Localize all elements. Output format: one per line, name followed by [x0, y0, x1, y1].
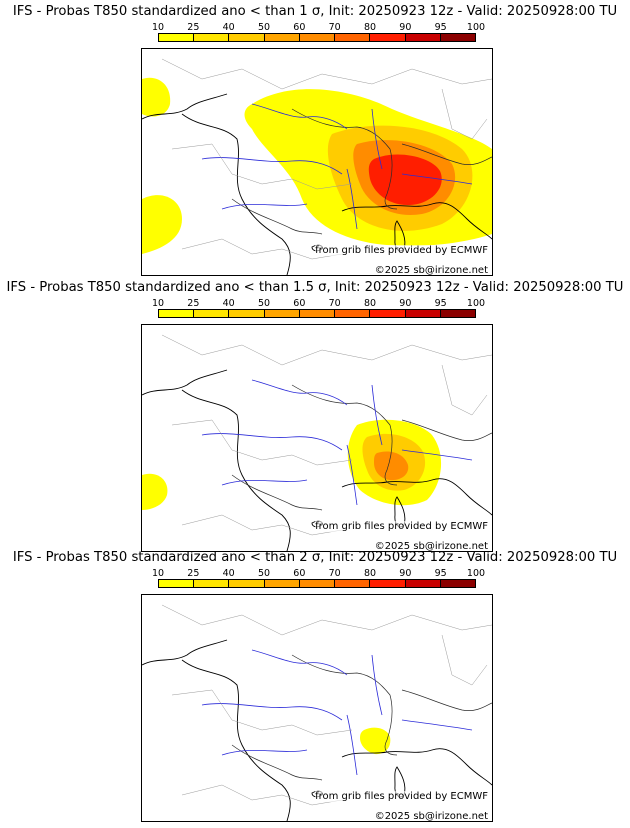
copyright-notice: ©2025 sb@irizone.net — [374, 541, 488, 552]
colorbar-swatch — [335, 580, 371, 587]
probability-shading — [142, 77, 492, 254]
colorbar-swatch — [405, 310, 441, 317]
colorbar-swatch — [299, 34, 336, 41]
colorbar-tick-label: 100 — [466, 298, 486, 309]
colorbar-swatch — [335, 310, 371, 317]
colorbar-tick-label: 60 — [293, 568, 306, 579]
colorbar-tick-label: 80 — [363, 298, 377, 309]
colorbar-swatch — [229, 34, 265, 41]
colorbar-swatch — [335, 34, 371, 41]
colorbar-tick-label: 50 — [257, 22, 271, 33]
panel-title: IFS - Probas T850 standardized ano < tha… — [12, 4, 618, 19]
probability-colorbar — [158, 33, 476, 42]
colorbar-tick-label: 50 — [257, 568, 271, 579]
colorbar-tick-label: 95 — [434, 298, 447, 309]
colorbar-swatch — [440, 310, 475, 317]
colorbar-tick-label: 100 — [466, 568, 486, 579]
rivers — [201, 379, 473, 506]
colorbar-swatch — [264, 34, 300, 41]
colorbar-tick-label: 10 — [151, 298, 165, 309]
colorbar-swatch — [405, 34, 441, 41]
colorbar-swatch — [440, 580, 475, 587]
colorbar-swatch — [194, 310, 230, 317]
data-source-credit: from grib files provided by ECMWF — [315, 791, 488, 802]
map-graphic — [142, 58, 492, 275]
colorbar-tick-label: 90 — [399, 568, 412, 579]
probability-map: from grib files provided by ECMWF ©2025 … — [141, 594, 493, 822]
probability-colorbar — [158, 579, 476, 588]
colorbar-tick-label: 95 — [434, 22, 447, 33]
colorbar-tick-label: 70 — [328, 568, 341, 579]
colorbar-tick-label: 95 — [434, 568, 447, 579]
colorbar-tick-label: 70 — [328, 298, 341, 309]
colorbar-tick-label: 60 — [293, 298, 306, 309]
colorbar-swatch — [370, 34, 406, 41]
colorbar-tick-label: 60 — [293, 22, 306, 33]
probability-colorbar — [158, 309, 476, 318]
borders — [231, 108, 492, 235]
data-source-credit: from grib files provided by ECMWF — [315, 245, 488, 256]
colorbar-tick-labels: 10 25 40 50 60 70 80 90 95 100 — [152, 298, 485, 310]
colorbar-swatch — [159, 34, 195, 41]
colorbar-swatch — [159, 310, 195, 317]
rivers — [201, 649, 473, 776]
data-source-credit: from grib files provided by ECMWF — [315, 521, 488, 532]
colorbar-swatch — [440, 34, 475, 41]
rivers — [201, 103, 473, 230]
map-graphic — [142, 334, 492, 551]
colorbar-tick-label: 40 — [222, 22, 235, 33]
panel-title: IFS - Probas T850 standardized ano < tha… — [6, 280, 624, 295]
colorbar-swatch — [159, 580, 195, 587]
colorbar-swatch — [264, 580, 300, 587]
colorbar-swatch — [299, 580, 336, 587]
colorbar-tick-label: 80 — [363, 22, 377, 33]
colorbar-swatch — [405, 580, 441, 587]
colorbar-tick-label: 10 — [151, 22, 165, 33]
admin-boundaries — [161, 334, 492, 536]
colorbar-tick-label: 100 — [466, 22, 486, 33]
probability-map: from grib files provided by ECMWF ©2025 … — [141, 48, 493, 276]
colorbar-tick-labels: 10 25 40 50 60 70 80 90 95 100 — [152, 22, 485, 34]
colorbar-tick-label: 40 — [222, 298, 235, 309]
colorbar-tick-label: 25 — [187, 22, 200, 33]
colorbar-swatch — [229, 310, 265, 317]
colorbar-swatch — [370, 310, 406, 317]
probability-shading — [142, 419, 442, 510]
borders — [231, 384, 492, 511]
colorbar-swatch — [229, 580, 265, 587]
colorbar-tick-label: 80 — [363, 568, 377, 579]
probability-map: from grib files provided by ECMWF ©2025 … — [141, 324, 493, 552]
colorbar-swatch — [370, 580, 406, 587]
colorbar-swatch — [194, 580, 230, 587]
colorbar-tick-label: 70 — [328, 22, 341, 33]
borders — [231, 654, 492, 781]
colorbar-tick-label: 25 — [187, 298, 200, 309]
map-panel-2: IFS - Probas T850 standardized ano < tha… — [0, 276, 630, 552]
copyright-notice: ©2025 sb@irizone.net — [374, 811, 488, 822]
map-panel-3: IFS - Probas T850 standardized ano < tha… — [0, 546, 630, 822]
map-graphic — [142, 604, 492, 821]
colorbar-swatch — [299, 310, 336, 317]
colorbar-tick-labels: 10 25 40 50 60 70 80 90 95 100 — [152, 568, 485, 580]
colorbar-tick-label: 25 — [187, 568, 200, 579]
probability-shading — [360, 727, 391, 755]
colorbar-tick-label: 50 — [257, 298, 271, 309]
admin-boundaries — [161, 58, 492, 260]
colorbar-swatch — [194, 34, 230, 41]
admin-boundaries — [161, 604, 492, 806]
colorbar-tick-label: 90 — [399, 22, 412, 33]
map-panel-1: IFS - Probas T850 standardized ano < tha… — [0, 0, 630, 276]
colorbar-tick-label: 10 — [151, 568, 165, 579]
coastlines — [142, 639, 492, 821]
colorbar-swatch — [264, 310, 300, 317]
colorbar-tick-label: 90 — [399, 298, 412, 309]
colorbar-tick-label: 40 — [222, 568, 235, 579]
copyright-notice: ©2025 sb@irizone.net — [374, 265, 488, 276]
panel-title: IFS - Probas T850 standardized ano < tha… — [12, 550, 618, 565]
